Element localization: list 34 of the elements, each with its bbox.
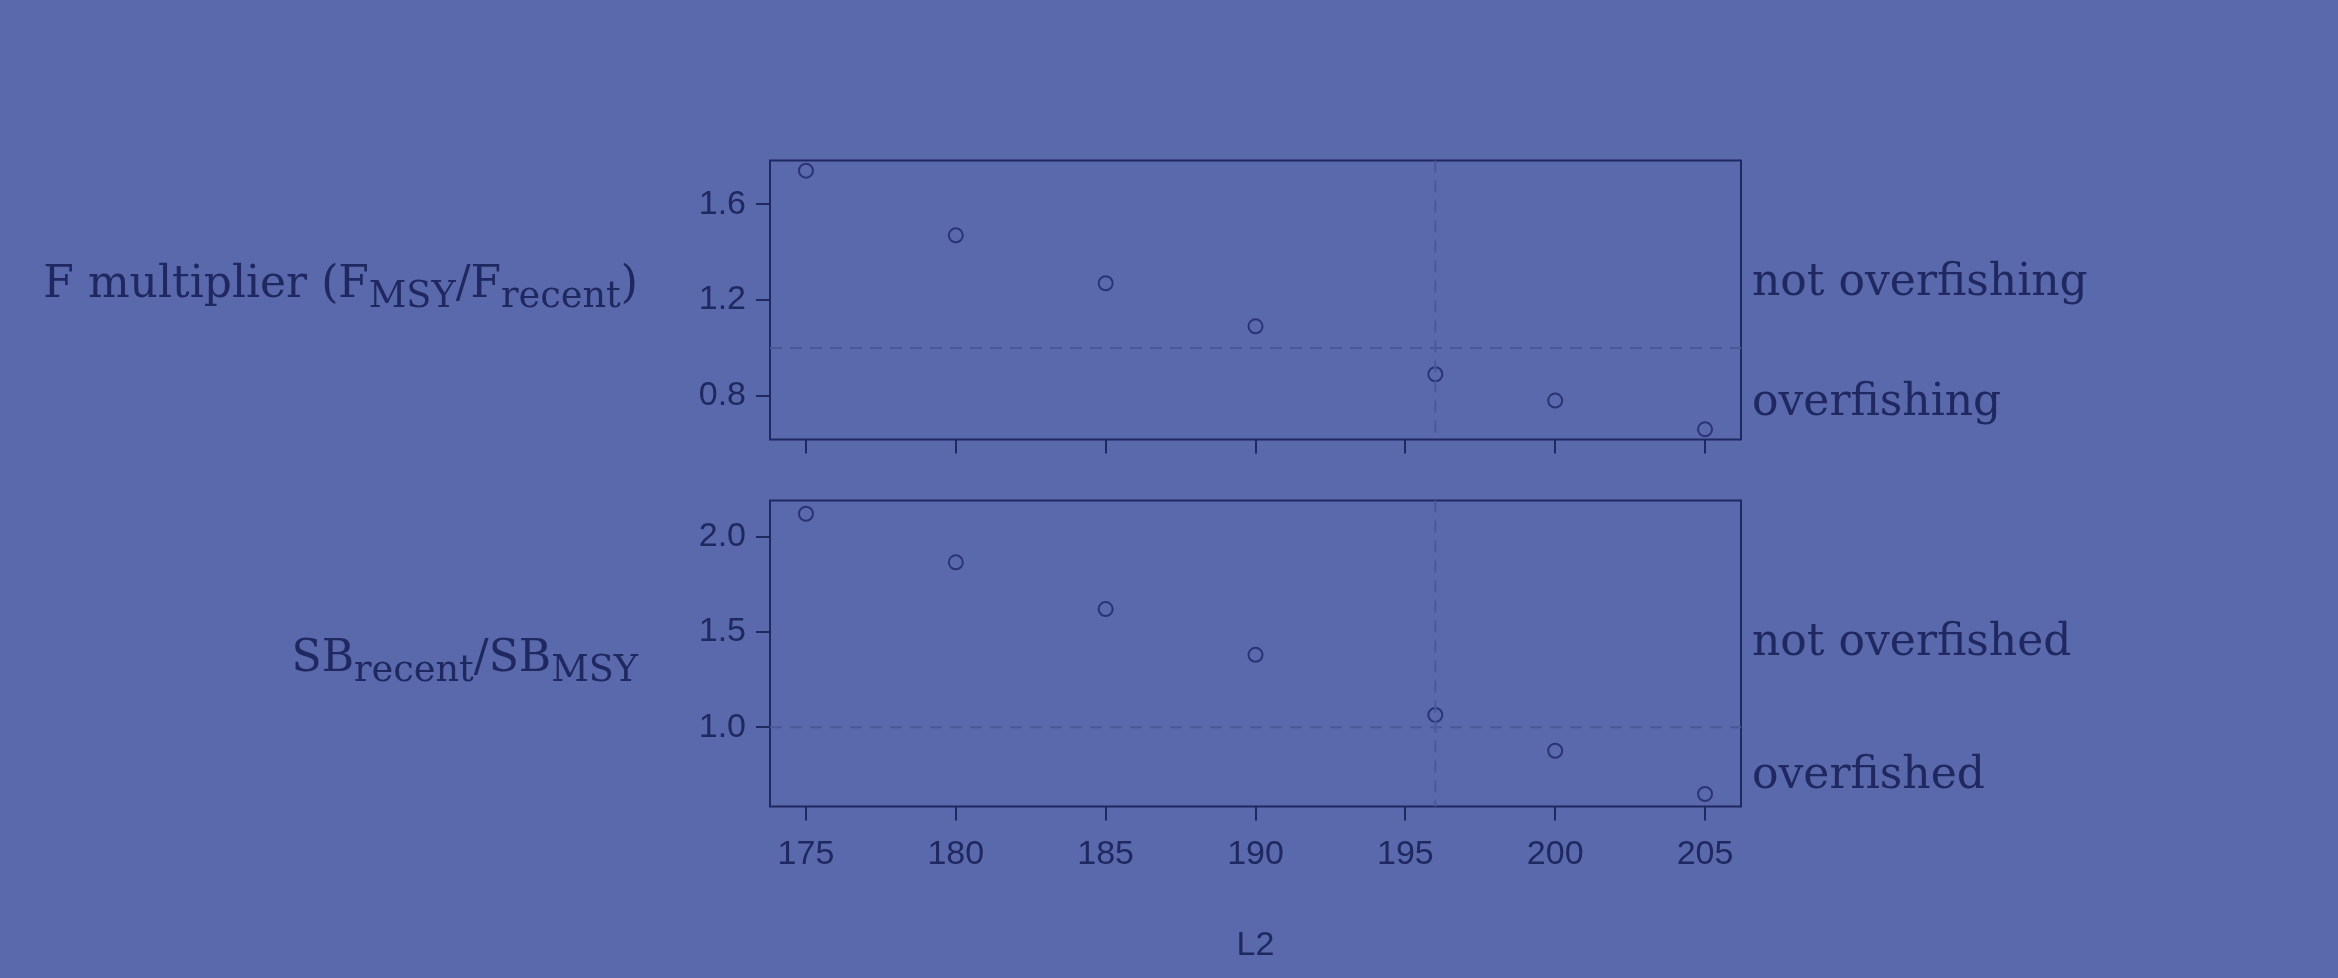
y-axis-title: F multiplier (F$_{MSY}$/F$_{recent}$)	[43, 256, 638, 316]
x-tick-label: 190	[1227, 833, 1284, 872]
point	[1547, 392, 1564, 409]
x-tick-label: 185	[1077, 833, 1135, 872]
point	[1427, 706, 1444, 723]
point	[1427, 366, 1444, 383]
x-tick-label: 200	[1526, 833, 1584, 872]
x-axis-title: L2	[1236, 923, 1275, 962]
y-tick-label: 1.5	[698, 610, 746, 649]
y-axis-title: SB$_{recent}$/SB$_{MSY}$	[291, 629, 638, 690]
x-tick-label: 175	[777, 833, 835, 872]
x-tick-label: 205	[1676, 833, 1734, 872]
point	[1097, 275, 1114, 292]
point	[797, 505, 814, 522]
point	[947, 554, 964, 571]
text: not overfishing	[1752, 253, 2088, 305]
point	[1247, 646, 1264, 663]
y-tick-label: 2.0	[698, 515, 746, 553]
point	[1547, 742, 1564, 759]
point	[797, 162, 814, 179]
y-tick-label: 1.6	[698, 182, 746, 221]
text: overfished	[1752, 746, 1985, 798]
y-tick-label: 0.8	[698, 374, 746, 413]
text: overfishing	[1752, 373, 2002, 425]
y-tick-label: 1.2	[698, 278, 746, 317]
x-tick-label: 180	[927, 833, 985, 872]
point	[1247, 318, 1264, 335]
point	[1697, 786, 1714, 803]
point	[1097, 601, 1114, 618]
y-tick-label: 1.0	[698, 705, 746, 744]
point	[947, 227, 964, 244]
point	[1697, 421, 1714, 438]
text: not overfished	[1752, 613, 2072, 665]
x-tick-label: 195	[1376, 833, 1434, 872]
